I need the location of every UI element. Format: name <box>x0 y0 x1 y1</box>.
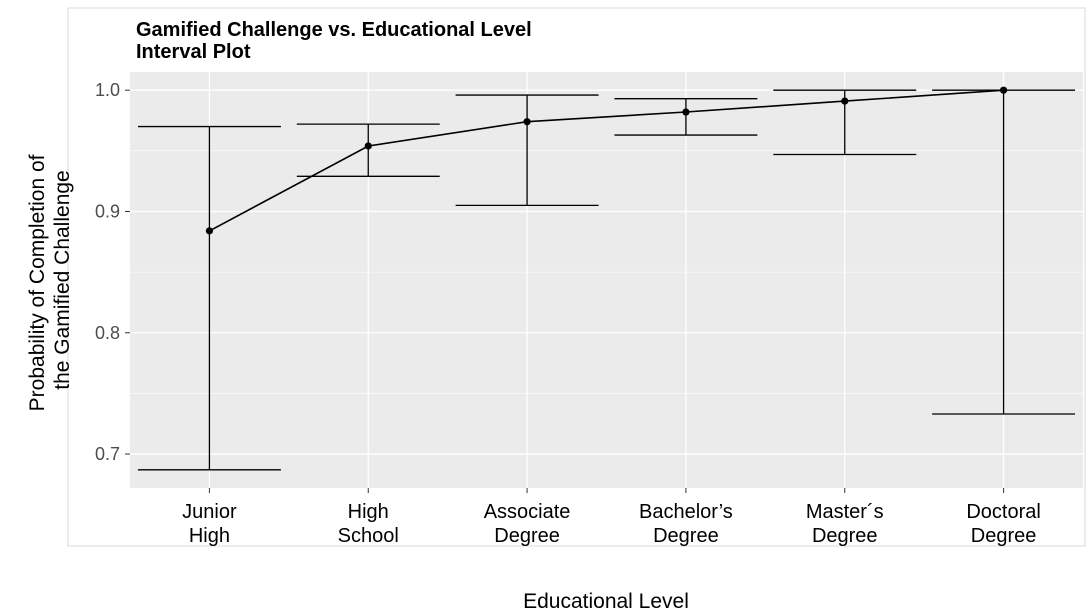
x-tick-label-line: Master´s <box>806 501 884 523</box>
y-tick-label: 0.8 <box>95 323 120 343</box>
x-tick-label-line: High <box>189 525 230 547</box>
x-tick-label-line: Degree <box>494 525 560 547</box>
estimate-line <box>209 89 1004 232</box>
y-tick-label: 0.9 <box>95 201 120 221</box>
x-tick-label: Doctoral Degree <box>966 501 1040 547</box>
estimate-point <box>999 86 1008 94</box>
estimate-point <box>523 118 531 126</box>
x-tick-label-line: Bachelor’s <box>639 501 733 523</box>
x-tick-label-line: Degree <box>971 525 1037 547</box>
y-tick-label: 1.0 <box>95 80 120 100</box>
estimate-point <box>205 227 214 235</box>
x-tick-label-line: Junior <box>182 501 237 523</box>
y-axis-label-line-1: Probability of Completion of <box>26 154 49 411</box>
x-tick-label: Master´s Degree <box>806 501 884 547</box>
x-tick-label-line: Degree <box>653 525 719 547</box>
y-tick-label: 0.7 <box>95 444 120 464</box>
plot-panel <box>130 72 1083 488</box>
interval-series <box>137 89 1076 471</box>
x-tick-label-line: Associate <box>484 501 571 523</box>
y-axis-label: Probability of Completion of the Gamifie… <box>26 149 74 412</box>
x-tick-label: Bachelor’s Degree <box>639 501 733 547</box>
x-tick-label: High School <box>338 501 399 547</box>
x-tick-label: Associate Degree <box>484 501 571 547</box>
x-axis-label: Educational Level <box>523 590 689 611</box>
x-tick-label-line: Degree <box>812 525 878 547</box>
x-tick-label-line: High <box>348 501 389 523</box>
x-tick-label: Junior High <box>182 501 237 547</box>
y-axis-ticks: 0.7 0.8 0.9 1.0 <box>95 80 130 464</box>
estimate-point <box>682 108 690 116</box>
estimate-point <box>841 97 849 105</box>
estimate-point <box>364 142 372 150</box>
y-axis-label-line-2: the Gamified Challenge <box>51 170 74 389</box>
chart-subtitle: Interval Plot <box>136 41 251 63</box>
estimate-points <box>205 86 1008 235</box>
x-tick-label-line: Doctoral <box>966 501 1040 523</box>
chart-title: Gamified Challenge vs. Educational Level <box>136 19 532 41</box>
x-tick-label-line: School <box>338 525 399 547</box>
